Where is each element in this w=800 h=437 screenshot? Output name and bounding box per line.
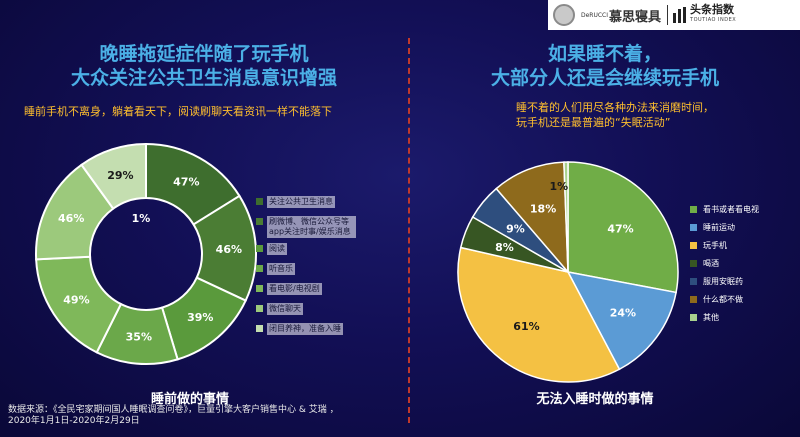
left-title-line2: 大众关注公共卫生消息意识增强 [70, 67, 337, 89]
legend-item: 看书或者看电视 [690, 204, 790, 216]
left-title-line1: 晚睡拖延症伴随了玩手机 [99, 43, 309, 65]
legend-swatch [256, 198, 263, 205]
seal-logo-icon [553, 4, 575, 26]
center-divider [408, 38, 410, 423]
pie-data-label-5: 18% [530, 203, 556, 216]
legend-item: 服用安眠药 [690, 276, 790, 288]
legend-swatch [256, 265, 263, 272]
legend-label: 服用安眠药 [703, 277, 743, 286]
legend-label: 微信聊天 [267, 303, 303, 315]
left-caption: 睡前做的事情 [150, 392, 229, 407]
legend-label: 看书或者看电视 [703, 205, 759, 214]
donut-data-label-2: 39% [187, 311, 213, 324]
donut-data-label-3: 35% [126, 331, 152, 344]
legend-swatch [256, 325, 263, 332]
donut-data-label-5: 46% [58, 212, 84, 225]
legend-label: 什么都不做 [703, 295, 743, 304]
legend-swatch [256, 305, 263, 312]
logo-divider [667, 5, 669, 25]
toutiao-bars-icon [673, 7, 687, 23]
pie-slice-5 [495, 161, 569, 275]
pie-slice-2 [457, 246, 621, 383]
legend-swatch [690, 278, 697, 285]
source-line2: 2020年1月1日-2020年2月29日 [8, 416, 140, 426]
legend-swatch [690, 224, 697, 231]
legend-left: 关注公共卫生消息刷微博、微信公众号等app关注时事/娱乐消息阅读听音乐看电影/电… [256, 196, 356, 335]
source-line1: 数据来源：《全民宅家期间国人睡眠调查问卷》，巨量引擎大客户销售中心 & 艾瑞 ， [8, 405, 339, 415]
pie-data-label-3: 8% [495, 241, 514, 254]
pie-data-label-6: 1% [550, 180, 569, 193]
legend-label: 其他 [703, 313, 719, 322]
right-title: 如果睡不着， 大部分人还是会继续玩手机 [410, 42, 800, 90]
pie-data-label-0: 47% [607, 222, 633, 235]
donut-data-label-4: 49% [63, 293, 89, 306]
right-subtitle: 睡不着的人们用尽各种办法来消磨时间， 玩手机还是最普遍的“失眠活动” [516, 100, 714, 130]
legend-swatch [256, 245, 263, 252]
legend-item: 阅读 [256, 243, 356, 255]
legend-swatch [256, 218, 263, 225]
donut-data-label-0: 47% [173, 175, 199, 188]
donut-data-label-6: 29% [107, 169, 133, 182]
index-name-en: TOUTIAO INDEX [690, 17, 737, 23]
legend-label: 听音乐 [267, 263, 295, 275]
pie-data-label-4: 9% [506, 222, 525, 235]
right-subtitle-line2: 玩手机还是最普遍的“失眠活动” [516, 116, 671, 129]
legend-item: 看电影/电视剧 [256, 283, 356, 295]
right-subtitle-line1: 睡不着的人们用尽各种办法来消磨时间， [516, 101, 714, 114]
brand-name: 慕思寝具 [609, 9, 662, 25]
legend-label: 阅读 [267, 243, 287, 255]
legend-label: 闭目养神，准备入睡 [267, 323, 343, 335]
legend-label: 玩手机 [703, 241, 727, 250]
pie-slice-1 [566, 270, 677, 371]
derucci-logo: DeRUCCI [581, 11, 609, 19]
legend-label: 睡前运动 [703, 223, 735, 232]
legend-item: 刷微博、微信公众号等app关注时事/娱乐消息 [256, 216, 356, 238]
legend-label: 关注公共卫生消息 [267, 196, 335, 208]
pie-data-label-2: 61% [513, 320, 539, 333]
left-title: 晚睡拖延症伴随了玩手机 大众关注公共卫生消息意识增强 [0, 42, 408, 90]
pie-slice-6 [563, 161, 569, 273]
logo-bar: DeRUCCI 慕思寝具 头条指数 TOUTIAO INDEX [548, 0, 800, 30]
right-caption: 无法入睡时做的事情 [536, 392, 654, 407]
legend-item: 什么都不做 [690, 294, 790, 306]
legend-item: 微信聊天 [256, 303, 356, 315]
legend-label: 看电影/电视剧 [267, 283, 322, 295]
right-title-line2: 大部分人还是会继续玩手机 [490, 67, 719, 89]
legend-right: 看书或者看电视 睡前运动玩手机喝酒服用安眠药什么都不做其他 [690, 204, 790, 324]
legend-item: 其他 [690, 312, 790, 324]
legend-item: 关注公共卫生消息 [256, 196, 356, 208]
legend-item: 睡前运动 [690, 222, 790, 234]
legend-swatch [690, 206, 697, 213]
legend-item: 听音乐 [256, 263, 356, 275]
right-title-line1: 如果睡不着， [547, 43, 662, 65]
legend-item: 喝酒 [690, 258, 790, 270]
donut-data-label-1: 46% [216, 243, 242, 256]
donut-center-label: 1% [132, 212, 151, 225]
legend-swatch [690, 296, 697, 303]
index-name: 头条指数 [690, 3, 735, 16]
legend-swatch [690, 314, 697, 321]
left-subtitle: 睡前手机不离身，躺着看天下，阅读刷聊天看资讯一样不能落下 [24, 105, 332, 118]
toutiao-logo: 头条指数 TOUTIAO INDEX [690, 3, 737, 25]
pie-data-label-1: 24% [610, 306, 636, 319]
legend-swatch [690, 260, 697, 267]
legend-item: 闭目养神，准备入睡 [256, 323, 356, 335]
legend-label: 刷微博、微信公众号等app关注时事/娱乐消息 [267, 216, 356, 238]
legend-item: 玩手机 [690, 240, 790, 252]
pie-slice-0 [567, 161, 679, 294]
donut-slice-6 [80, 142, 147, 211]
legend-swatch [690, 242, 697, 249]
legend-swatch [256, 285, 263, 292]
data-source: 数据来源：《全民宅家期间国人睡眠调查问卷》，巨量引擎大客户销售中心 & 艾瑞 ，… [8, 405, 408, 427]
legend-label: 喝酒 [703, 259, 719, 268]
